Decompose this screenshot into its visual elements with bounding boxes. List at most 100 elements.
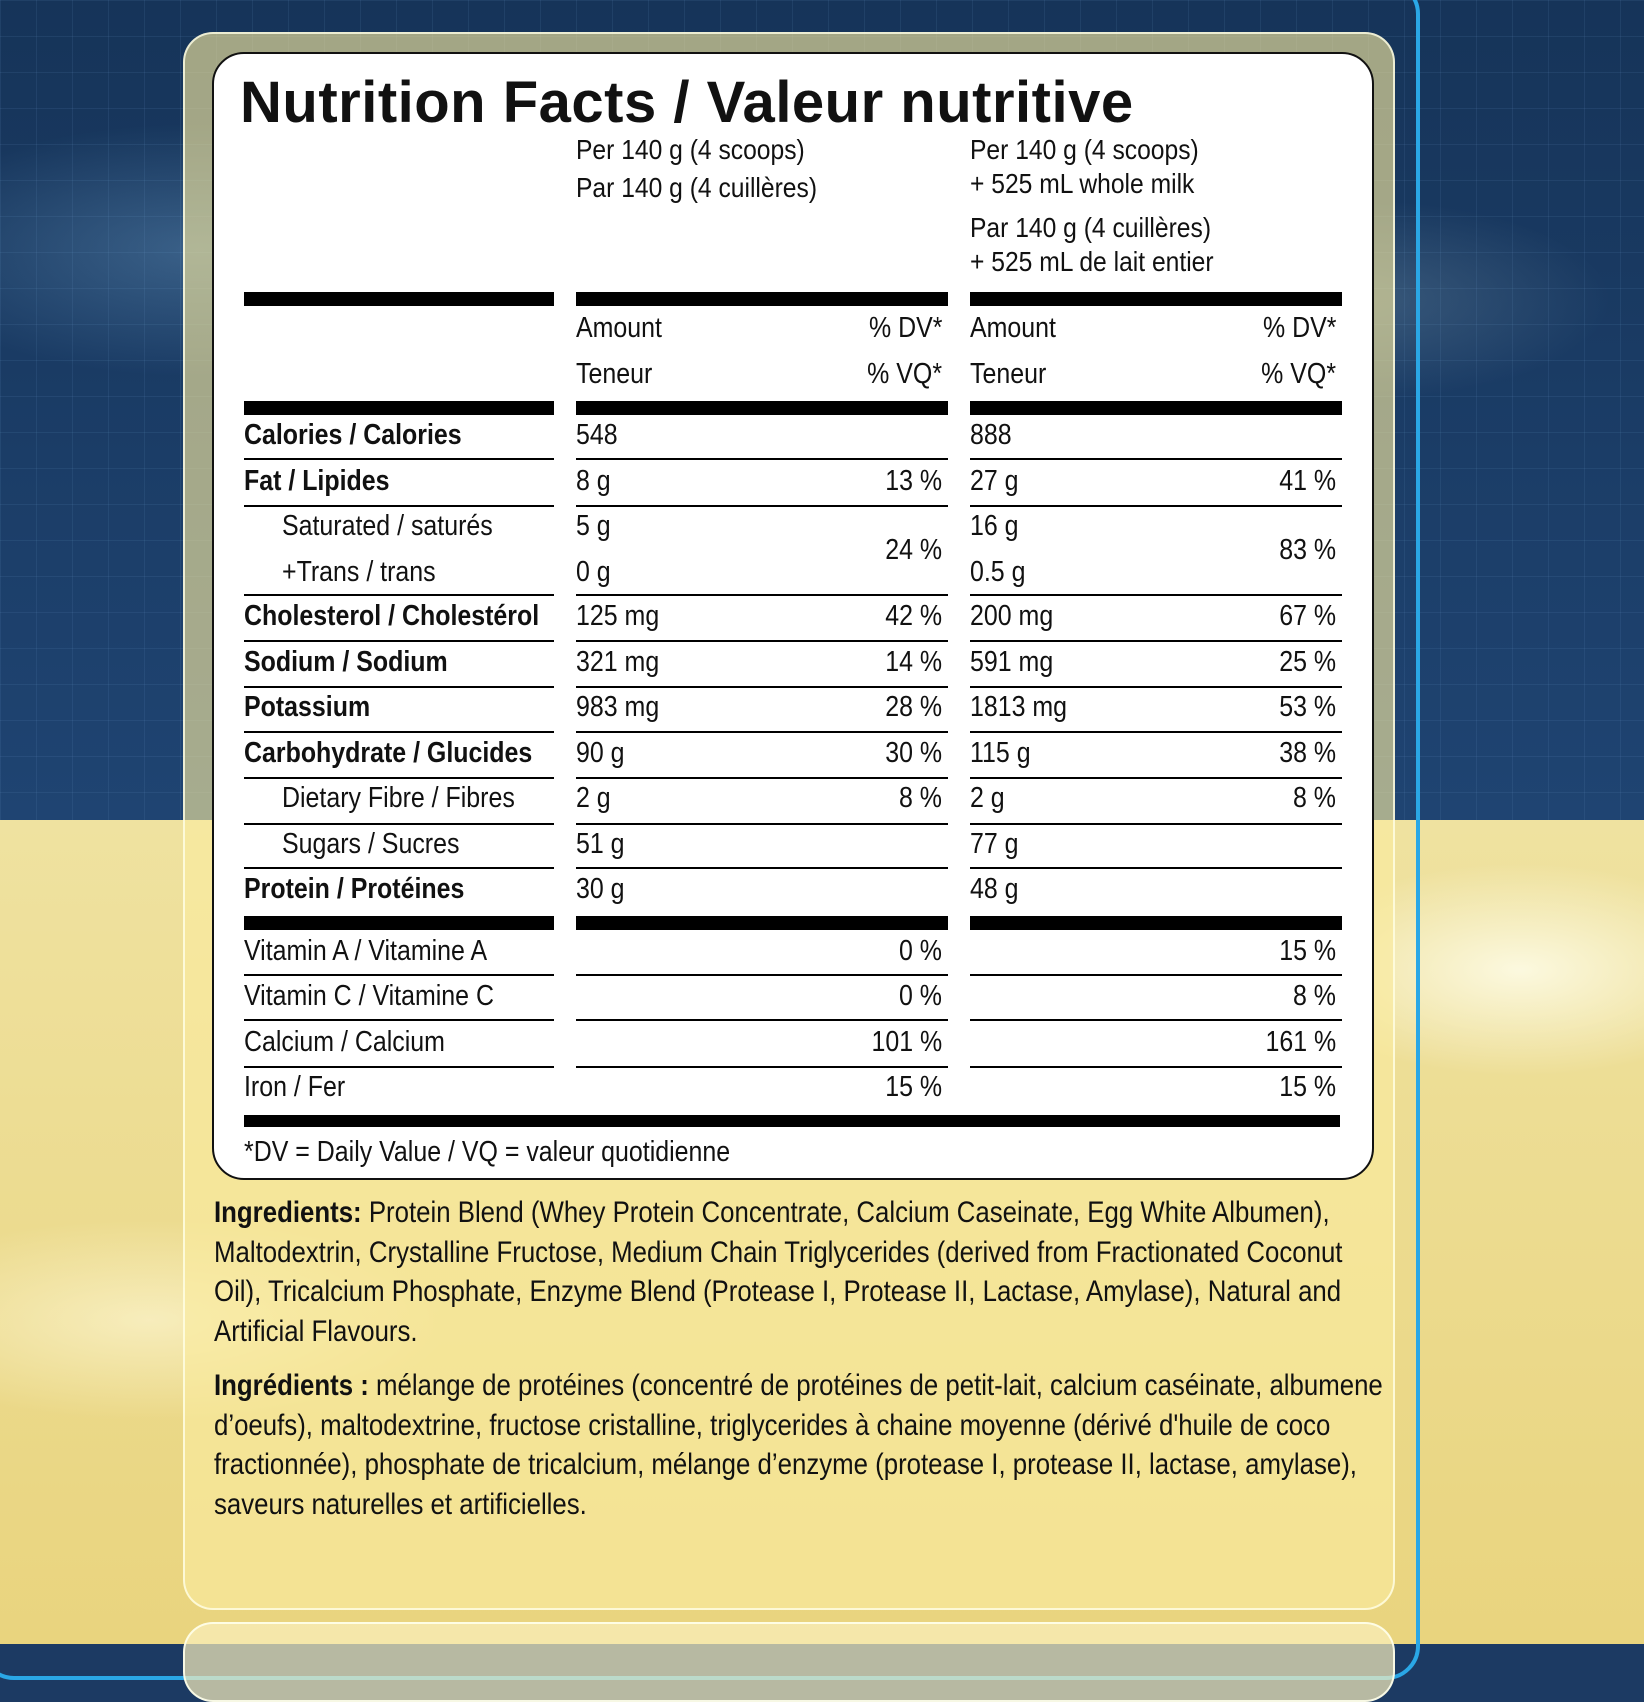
col1-dv: 42 % <box>885 600 942 632</box>
row-rule <box>576 974 948 976</box>
dv-en-2: % DV* <box>1262 312 1336 344</box>
col1-dv: 15 % <box>885 1071 942 1103</box>
col1-amount: 8 g <box>576 465 611 497</box>
vitamin-name: Vitamin A / Vitamine A <box>244 935 488 967</box>
row-rule <box>576 777 948 779</box>
row-rule <box>244 731 554 733</box>
dv-en-1: % DV* <box>868 312 942 344</box>
thick-rule <box>244 916 554 930</box>
col1-amount: 2 g <box>576 782 611 814</box>
row-rule <box>576 731 948 733</box>
nutrient-name: Saturated / saturés <box>282 510 493 542</box>
vitamin-name: Vitamin C / Vitamine C <box>244 980 494 1012</box>
col1-amount: 983 mg <box>576 691 660 723</box>
ingredients-label-en: Ingredients: <box>214 1196 362 1229</box>
thick-rule <box>244 292 554 306</box>
row-rule <box>244 686 554 688</box>
nutrient-name: Cholesterol / Cholestérol <box>244 600 540 632</box>
col2-amount: 2 g <box>970 782 1005 814</box>
row-rule <box>244 594 554 596</box>
row-rule <box>970 731 1342 733</box>
col1-amount: 321 mg <box>576 646 660 678</box>
lower-panel <box>183 1622 1395 1702</box>
vitamin-name: Iron / Fer <box>244 1071 346 1103</box>
row-rule <box>244 1066 554 1068</box>
nutrient-name: Fat / Lipides <box>244 465 390 497</box>
nutrient-name: Sugars / Sucres <box>282 828 460 860</box>
row-rule <box>244 1019 554 1021</box>
nutrient-name: +Trans / trans <box>282 556 436 588</box>
col2-amount: 1813 mg <box>970 691 1068 723</box>
col1-amount: 125 mg <box>576 600 660 632</box>
col2-amount: 16 g <box>970 510 1019 542</box>
col1-header-fr: Par 140 g (4 cuillères) <box>576 172 818 203</box>
col2-header-en-milk: + 525 mL whole milk <box>970 168 1195 199</box>
row-rule <box>576 686 948 688</box>
row-rule <box>576 1019 948 1021</box>
row-rule <box>244 777 554 779</box>
row-rule <box>970 777 1342 779</box>
row-rule <box>970 974 1342 976</box>
row-rule <box>970 823 1342 825</box>
row-rule <box>970 1019 1342 1021</box>
col1-dv: 30 % <box>885 737 942 769</box>
thick-rule <box>970 292 1342 306</box>
nutrition-facts-table <box>212 52 1374 1180</box>
col2-dv: 161 % <box>1265 1026 1336 1058</box>
col2-dv: 25 % <box>1279 646 1336 678</box>
row-rule <box>244 823 554 825</box>
amount-fr-1: Teneur <box>576 358 653 390</box>
col2-dv: 15 % <box>1279 935 1336 967</box>
ingredients-text-fr: mélange de protéines (concentré de proté… <box>214 1369 1383 1521</box>
col1-dv: 13 % <box>885 465 942 497</box>
thick-rule <box>970 916 1342 930</box>
col1-amount: 548 <box>576 419 618 451</box>
row-rule <box>576 458 948 460</box>
col2-dv: 8 % <box>1293 782 1336 814</box>
col1-header-en: Per 140 g (4 scoops) <box>576 134 805 165</box>
amount-fr-2: Teneur <box>970 358 1047 390</box>
col1-amount: 30 g <box>576 873 625 905</box>
nutrient-name: Potassium <box>244 691 371 723</box>
row-rule <box>576 640 948 642</box>
col1-amount: 0 g <box>576 556 611 588</box>
thick-rule-bottom <box>244 1115 1340 1127</box>
col2-header-fr-milk: + 525 mL de lait entier <box>970 246 1214 277</box>
col1-dv: 0 % <box>899 935 942 967</box>
col2-dv: 53 % <box>1279 691 1336 723</box>
nutrient-name: Dietary Fibre / Fibres <box>282 782 515 814</box>
thick-rule <box>576 401 948 415</box>
col2-amount: 591 mg <box>970 646 1054 678</box>
col2-dv: 15 % <box>1279 1071 1336 1103</box>
col2-dv: 38 % <box>1279 737 1336 769</box>
ingredients-label-fr: Ingrédients : <box>214 1369 369 1402</box>
nutrient-name: Sodium / Sodium <box>244 646 448 678</box>
col2-amount: 888 <box>970 419 1012 451</box>
col1-amount: 90 g <box>576 737 625 769</box>
row-rule <box>576 1066 948 1068</box>
row-rule <box>244 974 554 976</box>
col1-dv: 101 % <box>871 1026 942 1058</box>
col1-amount: 51 g <box>576 828 625 860</box>
amount-en-2: Amount <box>970 312 1056 344</box>
thick-rule <box>970 401 1342 415</box>
dv-fr-1: % VQ* <box>867 358 942 390</box>
col2-header-fr: Par 140 g (4 cuillères) <box>970 212 1212 243</box>
row-rule <box>244 458 554 460</box>
col1-dv: 14 % <box>885 646 942 678</box>
ingredients-text-en: Protein Blend (Whey Protein Concentrate,… <box>214 1196 1343 1348</box>
col1-dv: 24 % <box>885 534 942 566</box>
col1-dv: 0 % <box>899 980 942 1012</box>
col2-amount: 115 g <box>970 737 1031 769</box>
row-rule <box>576 505 948 507</box>
row-rule <box>970 458 1342 460</box>
nutrient-name: Carbohydrate / Glucides <box>244 737 533 769</box>
col2-header-en: Per 140 g (4 scoops) <box>970 134 1199 165</box>
col2-dv: 41 % <box>1279 465 1336 497</box>
row-rule <box>576 823 948 825</box>
col1-amount: 5 g <box>576 510 611 542</box>
dv-footnote: *DV = Daily Value / VQ = valeur quotidie… <box>244 1136 731 1168</box>
dv-fr-2: % VQ* <box>1261 358 1336 390</box>
nutrient-name: Calories / Calories <box>244 419 462 451</box>
col1-dv: 8 % <box>899 782 942 814</box>
